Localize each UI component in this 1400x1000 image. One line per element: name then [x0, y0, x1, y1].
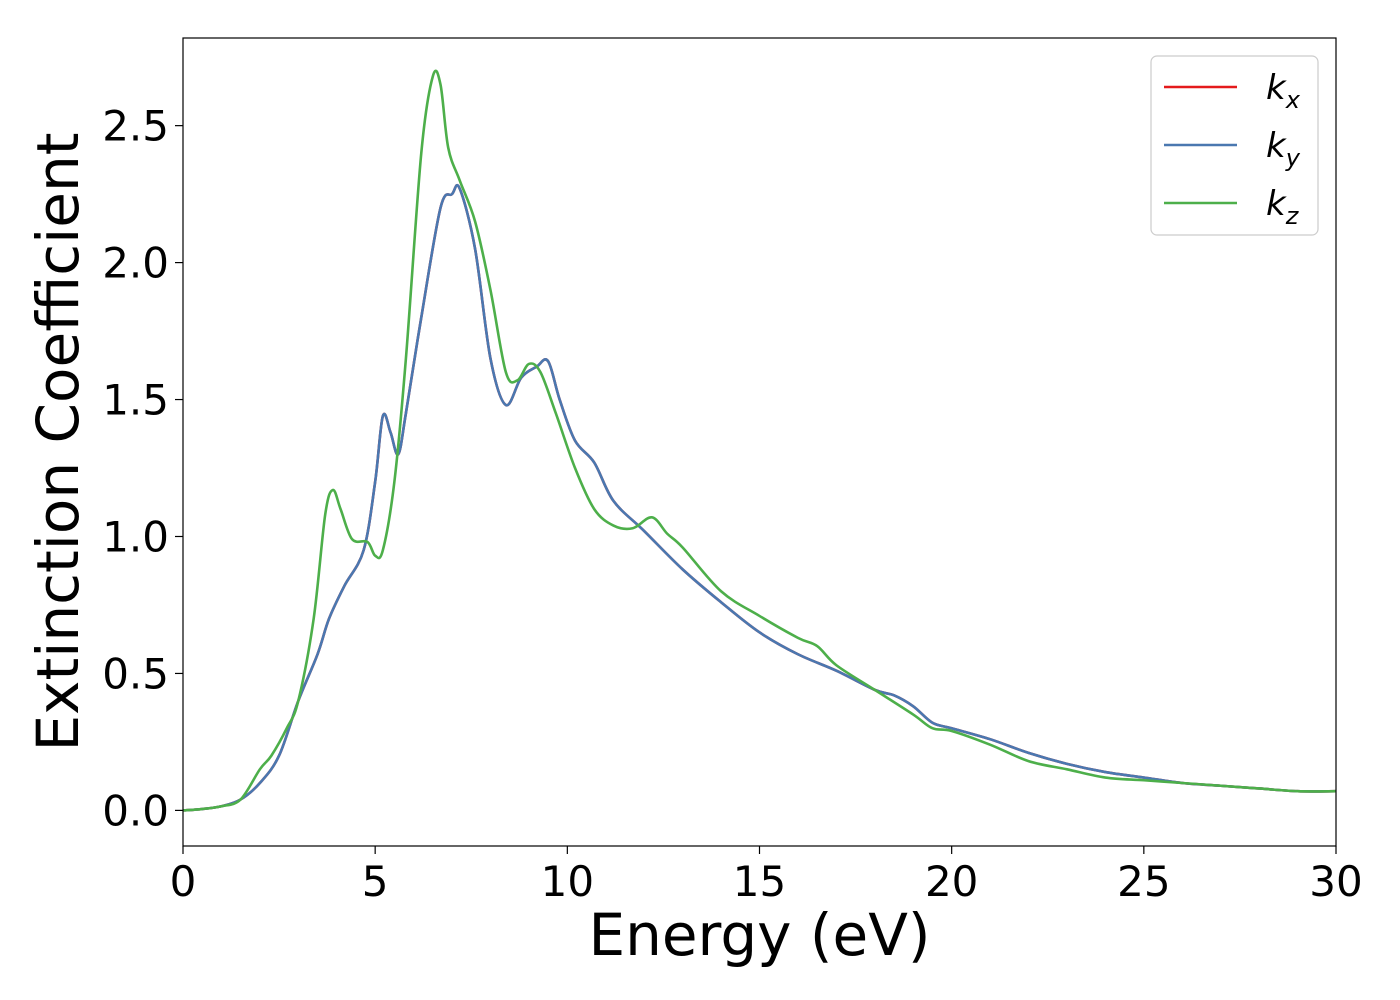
- x-tick-label: 25: [1117, 857, 1170, 906]
- y-tick-label: 0.0: [102, 786, 169, 835]
- x-tick-label: 20: [925, 857, 978, 906]
- y-axis-label: Extinction Coefficient: [24, 133, 92, 752]
- legend-label-subscript: z: [1285, 202, 1300, 230]
- x-tick-label: 0: [170, 857, 197, 906]
- x-axis-label: Energy (eV): [588, 901, 930, 969]
- y-tick-label: 0.5: [102, 649, 169, 698]
- legend-label-kx: kx: [1266, 68, 1301, 114]
- y-axis: 0.0 0.5 1.0 1.5 2.0 2.5: [102, 102, 183, 835]
- x-tick-label: 5: [362, 857, 389, 906]
- legend-label-base: k: [1266, 126, 1287, 166]
- x-tick-label: 30: [1309, 857, 1362, 906]
- y-tick-label: 1.0: [102, 512, 169, 561]
- legend-label-base: k: [1266, 184, 1287, 224]
- y-tick-label: 2.5: [102, 102, 169, 151]
- legend-label-ky: ky: [1266, 126, 1301, 172]
- series-line-kz: [183, 69, 1336, 812]
- x-axis: 0 5 10 15 20 25 30: [170, 846, 1363, 906]
- x-tick-label: 15: [733, 857, 786, 906]
- legend-label-kz: kz: [1266, 184, 1300, 230]
- y-tick-label: 2.0: [102, 239, 169, 288]
- legend-label-base: k: [1266, 68, 1287, 108]
- legend-label-subscript: y: [1285, 144, 1301, 172]
- y-tick-label: 1.5: [102, 376, 169, 425]
- series-lines: [183, 69, 1336, 812]
- x-tick-label: 10: [541, 857, 594, 906]
- legend-label-subscript: x: [1285, 86, 1301, 114]
- series-line-ky: [183, 183, 1336, 812]
